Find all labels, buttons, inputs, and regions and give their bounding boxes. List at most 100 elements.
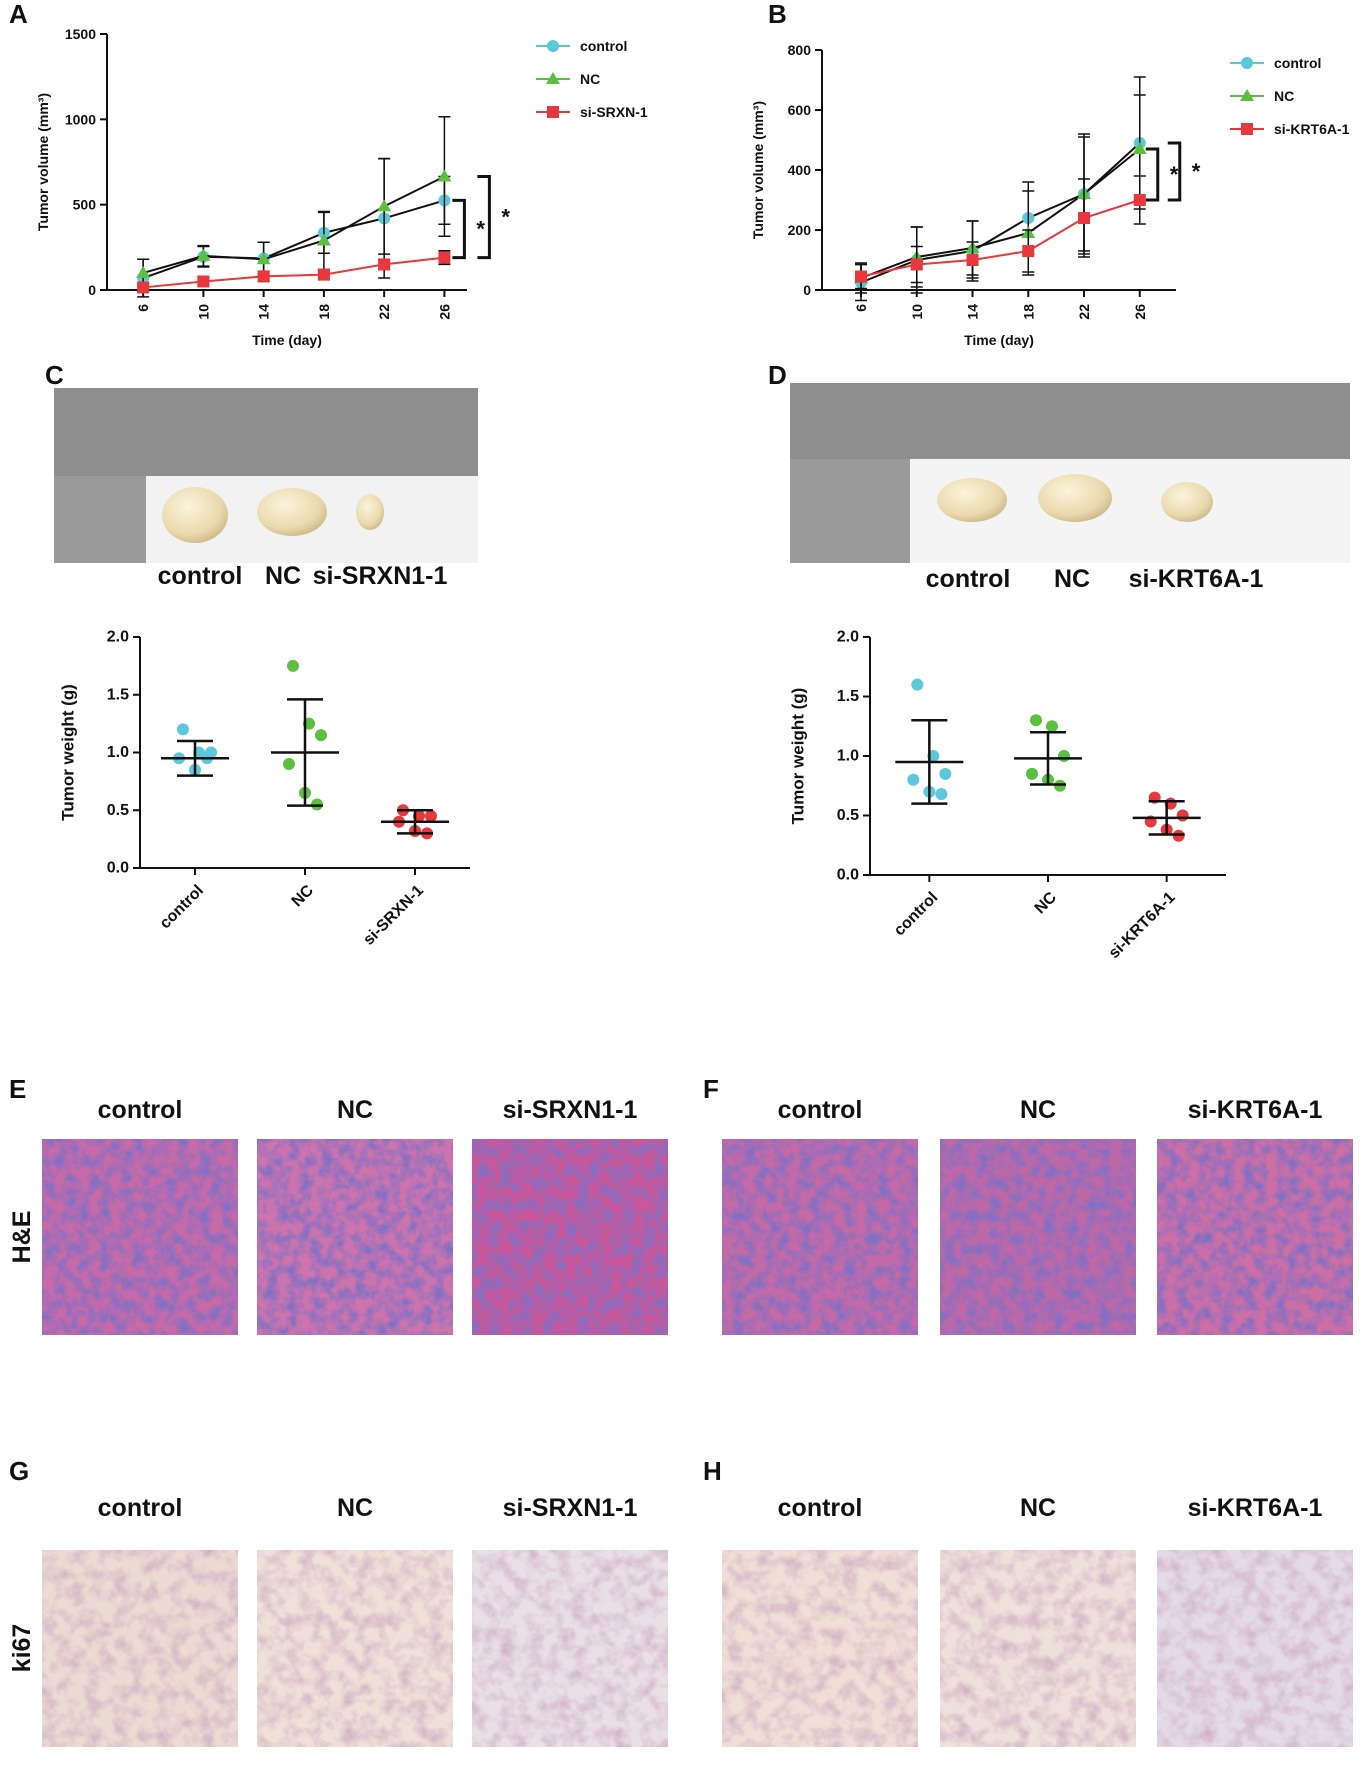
y-tick-label: 400 bbox=[788, 162, 812, 178]
micrograph-texture bbox=[257, 1139, 453, 1335]
y-tick-label: 1.5 bbox=[837, 688, 859, 705]
significance-bracket bbox=[477, 175, 491, 260]
significance-label: * bbox=[501, 205, 510, 230]
y-axis-label: Tumor weight (g) bbox=[789, 688, 808, 825]
y-tick-label: 1500 bbox=[65, 26, 96, 42]
panel-label: H bbox=[703, 1456, 722, 1486]
significance-label: * bbox=[1170, 162, 1179, 187]
legend-label: control bbox=[1274, 55, 1321, 71]
ruler bbox=[54, 388, 478, 476]
y-tick-label: 1.0 bbox=[107, 744, 129, 761]
x-tick-label: 14 bbox=[256, 304, 272, 320]
micrograph-texture bbox=[940, 1550, 1136, 1747]
marker bbox=[966, 254, 979, 266]
micrograph-texture bbox=[722, 1139, 918, 1335]
legend-label: NC bbox=[1274, 88, 1294, 104]
line bbox=[860, 148, 1141, 279]
marker bbox=[317, 268, 330, 281]
sd-bar bbox=[1148, 799, 1185, 836]
x-tick-label: 10 bbox=[909, 304, 925, 320]
y-tick-label: 0.0 bbox=[837, 867, 859, 884]
marker bbox=[377, 199, 392, 212]
marker bbox=[1133, 194, 1146, 206]
group-label: si-SRXN1-1 bbox=[503, 1494, 638, 1522]
ruler bbox=[790, 459, 910, 563]
group-label: si-KRT6A-1 bbox=[1188, 1096, 1323, 1124]
y-tick-label: 1.0 bbox=[837, 748, 859, 765]
x-tick-label: 22 bbox=[1076, 304, 1092, 320]
group-label: control bbox=[778, 1096, 863, 1124]
sd-bar bbox=[287, 698, 323, 807]
x-axis-label: Time (day) bbox=[252, 332, 322, 348]
y-tick-label: 2.0 bbox=[107, 629, 129, 646]
micrograph-texture bbox=[472, 1550, 668, 1747]
group-label: si-KRT6A-1 bbox=[1188, 1494, 1323, 1522]
tumor bbox=[1161, 482, 1213, 522]
marker bbox=[137, 281, 150, 294]
x-tick-label: 14 bbox=[965, 304, 981, 320]
line bbox=[860, 199, 1141, 278]
tumor bbox=[257, 488, 327, 536]
sd-bar bbox=[397, 809, 433, 835]
marker bbox=[1132, 142, 1147, 154]
row-label: H&E bbox=[8, 1211, 36, 1264]
legend-label: NC bbox=[580, 71, 600, 87]
dot bbox=[1176, 809, 1189, 822]
tumor bbox=[937, 478, 1007, 522]
micrograph-texture bbox=[42, 1550, 238, 1747]
y-tick-label: 0.5 bbox=[107, 802, 129, 819]
significance-bracket bbox=[1167, 141, 1182, 202]
marker bbox=[1022, 245, 1035, 257]
marker bbox=[257, 270, 270, 283]
dot bbox=[287, 659, 299, 672]
marker bbox=[1240, 89, 1254, 101]
significance-label: * bbox=[476, 216, 485, 241]
dot bbox=[177, 723, 189, 736]
dot bbox=[907, 773, 920, 786]
y-tick-label: 800 bbox=[788, 42, 812, 58]
sd-bar bbox=[177, 739, 213, 777]
micrograph-texture bbox=[42, 1139, 238, 1335]
dot bbox=[1030, 714, 1042, 727]
x-tick-label: 18 bbox=[1020, 304, 1036, 320]
dot bbox=[939, 767, 952, 780]
group-label: control bbox=[158, 562, 243, 590]
group-label: control bbox=[778, 1494, 863, 1522]
marker bbox=[1241, 57, 1253, 69]
y-axis-label: Tumor volume (mm³) bbox=[750, 101, 766, 239]
marker bbox=[136, 265, 151, 278]
panel-label: E bbox=[9, 1074, 26, 1104]
marker bbox=[1241, 123, 1253, 135]
x-tick-label: 26 bbox=[436, 304, 452, 320]
x-tick-label: 26 bbox=[1132, 304, 1148, 320]
marker bbox=[910, 258, 923, 271]
x-tick-label: 10 bbox=[195, 304, 211, 320]
marker bbox=[196, 248, 211, 261]
legend-label: si-KRT6A-1 bbox=[1274, 121, 1350, 137]
photo-d bbox=[790, 383, 1350, 563]
dot bbox=[935, 788, 948, 801]
dot bbox=[1058, 750, 1070, 762]
micrograph-texture bbox=[722, 1550, 918, 1747]
group-label: NC bbox=[337, 1096, 373, 1124]
legend-label: control bbox=[580, 38, 627, 54]
line bbox=[143, 256, 445, 289]
group-label: si-KRT6A-1 bbox=[1129, 565, 1264, 593]
line bbox=[142, 199, 445, 279]
group-label: si-SRXN1-1 bbox=[313, 562, 448, 590]
panel-label: G bbox=[9, 1456, 29, 1486]
y-axis-label: Tumor weight (g) bbox=[59, 684, 78, 821]
panel-label: F bbox=[703, 1074, 719, 1104]
group-label: control bbox=[926, 565, 1011, 593]
significance-bracket bbox=[452, 198, 466, 260]
dot bbox=[283, 758, 295, 771]
y-tick-label: 0 bbox=[88, 282, 96, 298]
y-tick-label: 200 bbox=[788, 222, 812, 238]
marker bbox=[438, 251, 451, 264]
marker bbox=[547, 106, 559, 118]
dot bbox=[1026, 767, 1038, 780]
y-tick-label: 600 bbox=[788, 102, 812, 118]
marker bbox=[197, 275, 210, 288]
significance-label: * bbox=[1192, 159, 1201, 184]
